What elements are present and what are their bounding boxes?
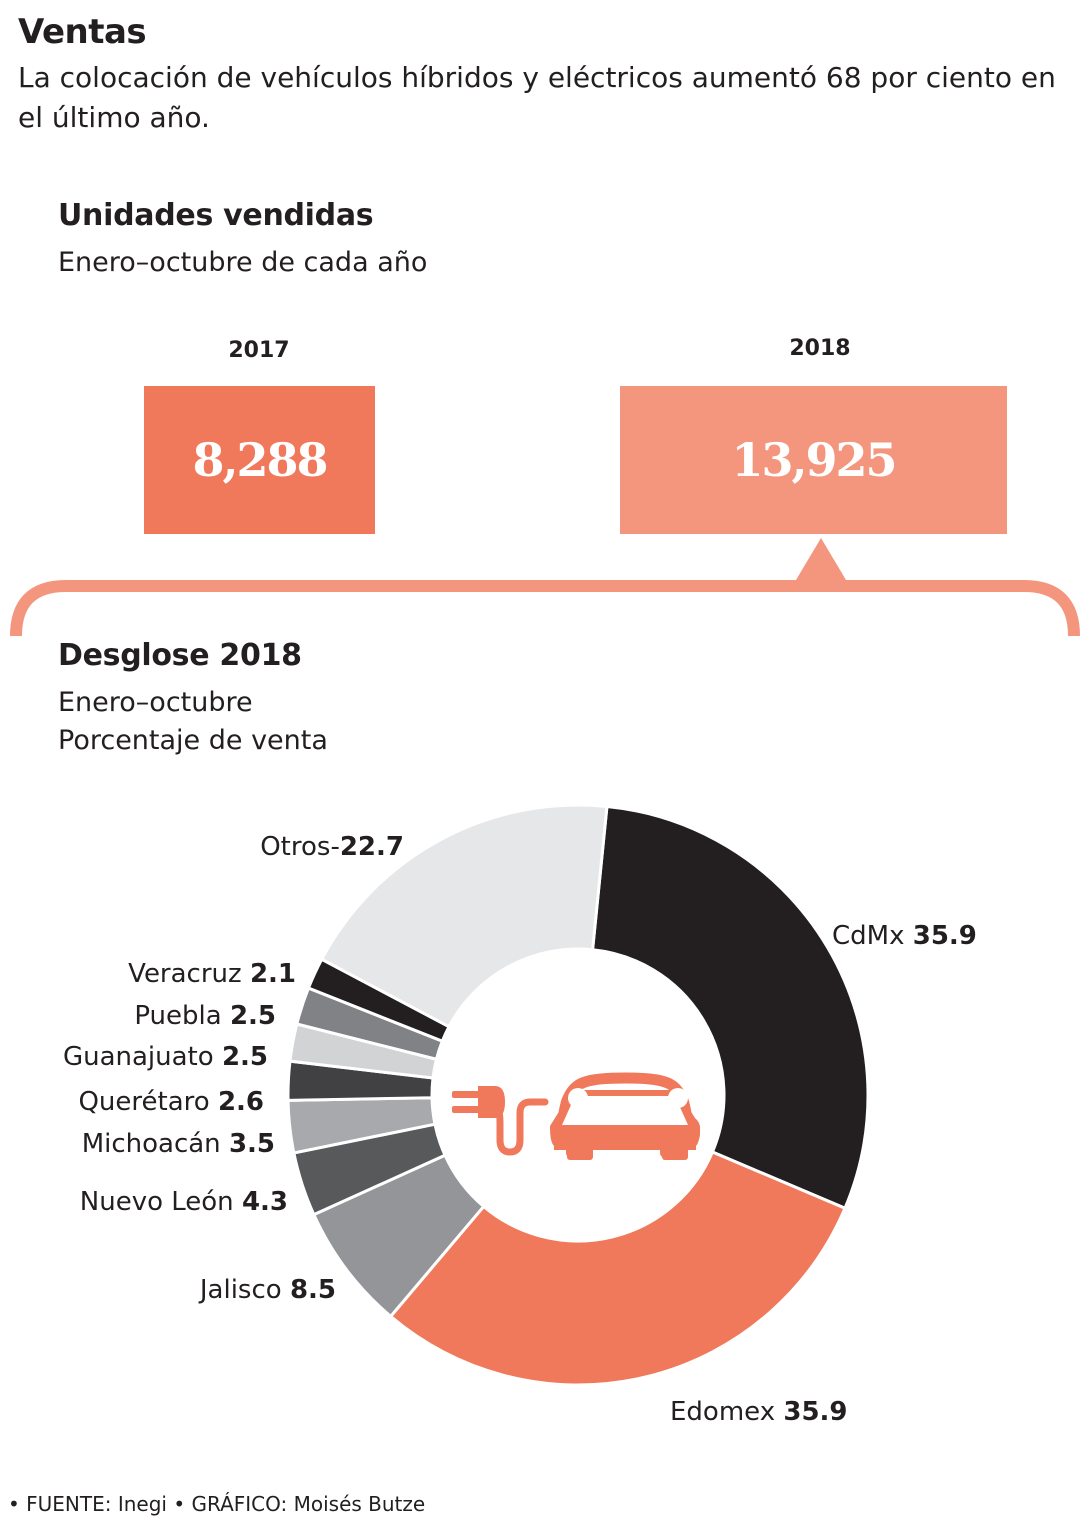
- units-2018-value: 13,925: [731, 433, 897, 487]
- label-jalisco: Jalisco 8.5: [198, 1275, 336, 1305]
- year-2017-label: 2017: [228, 338, 290, 363]
- bracket-pointer-icon: [796, 538, 846, 580]
- units-title: Unidades vendidas: [58, 198, 374, 233]
- breakdown-title: Desglose 2018: [58, 638, 302, 673]
- breakdown-subtitle-1: Enero–octubre: [58, 687, 253, 718]
- slice-edomex: [388, 1150, 847, 1387]
- electric-car-plug-icon: [452, 1072, 700, 1160]
- units-2017-value: 8,288: [192, 433, 328, 487]
- page-subtitle: La colocación de vehículos híbridos y el…: [18, 61, 1056, 134]
- label-nuevo-león: Nuevo León 4.3: [80, 1187, 288, 1217]
- slice-cdmx: [590, 804, 870, 1211]
- donut-chart: CdMx 35.9 Edomex 35.9 Jalisco 8.5 Nuevo Leó…: [63, 803, 977, 1427]
- label-otros: Otros-22.7: [260, 832, 404, 862]
- source-footer: • FUENTE: Inegi • GRÁFICO: Moisés Butze: [8, 1492, 426, 1516]
- breakdown-subtitle-2: Porcentaje de venta: [58, 725, 328, 756]
- year-2018-label: 2018: [789, 336, 851, 361]
- label-michoacán: Michoacán 3.5: [82, 1129, 275, 1159]
- label-guanajuato: Guanajuato 2.5: [63, 1042, 268, 1072]
- units-subtitle: Enero–octubre de cada año: [58, 247, 428, 278]
- label-querétaro: Querétaro 2.6: [78, 1087, 264, 1117]
- units-2017-box: 8,288: [144, 386, 375, 534]
- label-edomex: Edomex 35.9: [670, 1397, 848, 1427]
- page-title: Ventas: [18, 12, 147, 52]
- units-2018-box: 13,925: [620, 386, 1007, 534]
- bracket-arc: [10, 580, 1080, 637]
- label-veracruz: Veracruz 2.1: [128, 959, 296, 989]
- label-puebla: Puebla 2.5: [134, 1001, 276, 1031]
- breakdown-bracket: [10, 538, 1080, 637]
- slice-otros: [319, 803, 609, 1029]
- label-cdmx: CdMx 35.9: [832, 921, 977, 951]
